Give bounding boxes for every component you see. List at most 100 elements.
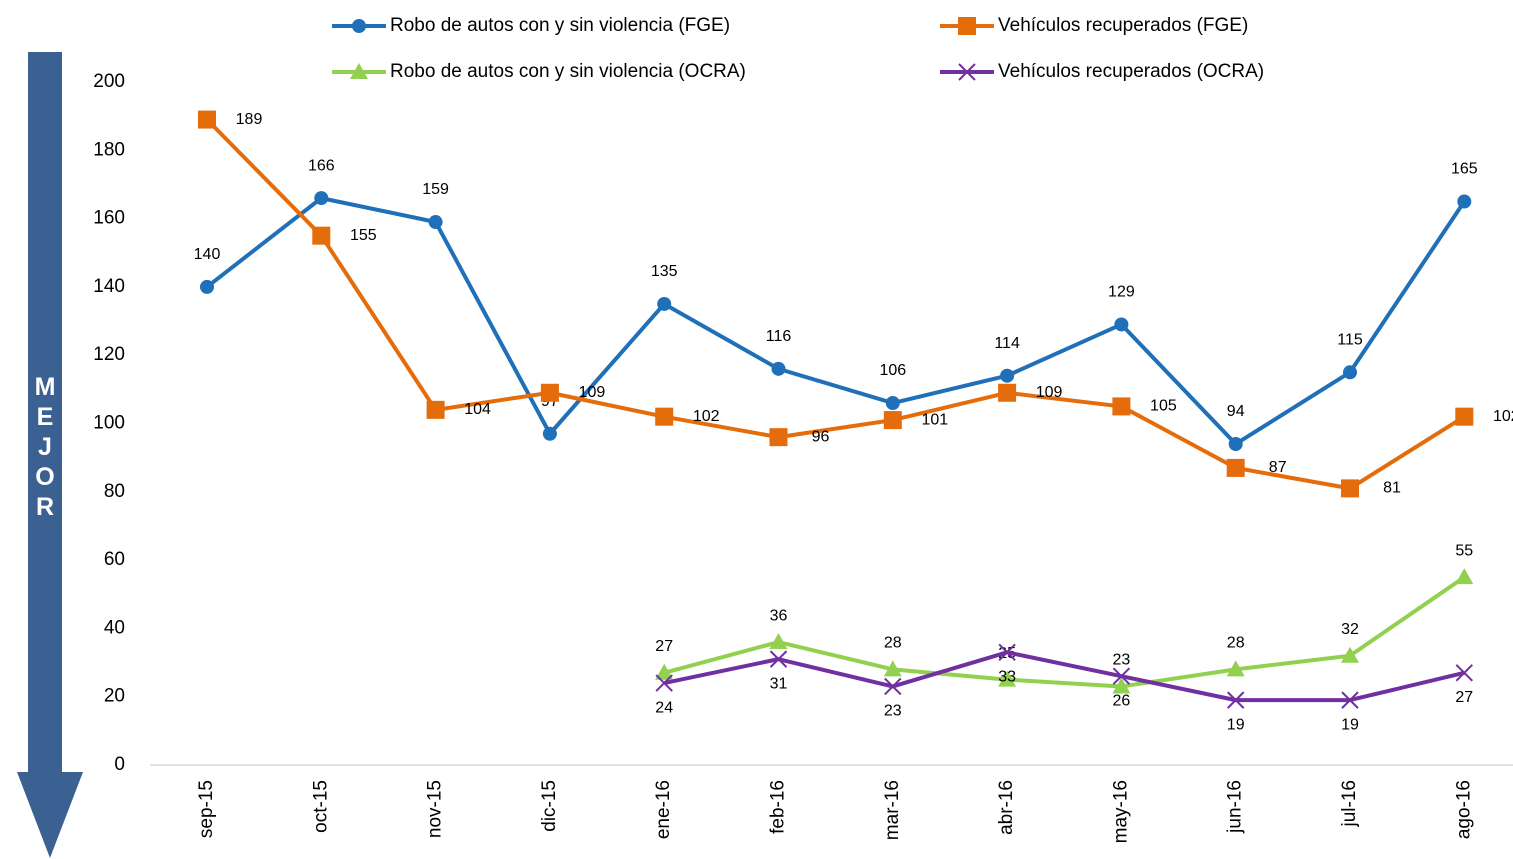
data-label: 28 [1227,635,1245,652]
x-tick-label: dic-15 [539,780,560,832]
marker [885,396,900,411]
data-label: 19 [1341,716,1359,733]
data-label: 94 [1227,403,1245,420]
marker [1343,365,1357,380]
marker [198,110,216,129]
data-label: 165 [1451,161,1478,178]
data-label: 102 [693,408,720,425]
marker [1341,691,1359,709]
marker [1455,407,1474,426]
marker [1455,568,1474,585]
x-tick-label: ago-16 [1453,780,1474,839]
marker [655,663,674,680]
marker [1112,677,1131,694]
marker [428,215,443,230]
data-label: 27 [1455,689,1473,706]
y-tick-label: 120 [93,344,125,365]
marker [769,633,788,650]
x-tick-label: nov-15 [425,780,446,838]
marker [958,17,976,35]
y-tick-label: 140 [93,276,125,297]
marker [312,226,331,245]
data-label: 19 [1227,716,1245,733]
x-tick-label: abr-16 [996,780,1017,835]
data-label: 109 [579,384,606,401]
data-label: 24 [655,699,673,716]
y-tick-label: 160 [93,208,125,229]
data-label: 81 [1383,480,1401,497]
data-label: 28 [884,635,902,652]
marker [998,670,1017,687]
marker [1341,479,1359,498]
x-tick-label: mar-16 [882,780,903,840]
series-line [205,118,1466,491]
data-label: 36 [770,607,788,624]
series-line [663,575,1466,689]
data-label: 27 [655,638,673,655]
data-label: 32 [1341,621,1359,638]
marker [769,650,788,668]
data-label: 105 [1150,398,1177,415]
marker [771,361,786,376]
marker [350,63,368,79]
marker [884,677,902,696]
marker [1457,194,1472,209]
marker [769,428,788,447]
data-label: 101 [921,411,948,428]
marker [1226,660,1245,677]
data-label: 104 [464,401,491,418]
marker [352,19,366,33]
data-label: 102 [1493,408,1513,425]
data-label: 33 [998,669,1016,686]
data-label: 23 [884,703,902,720]
data-label: 87 [1269,459,1287,476]
y-tick-label: 40 [104,617,125,638]
data-label: 55 [1455,542,1473,559]
legend-label: Vehículos recuperados (OCRA) [998,61,1264,82]
data-label: 155 [350,227,377,244]
data-label: 135 [651,263,678,280]
data-label: 106 [879,362,906,379]
y-tick-label: 60 [104,549,125,570]
x-tick-label: sep-15 [196,780,217,838]
legend-label: Robo de autos con y sin violencia (OCRA) [390,61,746,82]
data-label: 109 [1036,384,1063,401]
y-tick-label: 100 [93,413,125,434]
marker [998,643,1016,662]
data-label: 26 [1113,692,1131,709]
data-label: 96 [812,428,830,445]
x-tick-label: oct-15 [310,780,331,833]
marker [314,191,329,206]
marker [1226,458,1245,477]
arrow-shaft [28,52,62,774]
marker [1226,691,1245,709]
marker [1341,646,1359,663]
legend-label: Robo de autos con y sin violencia (FGE) [390,15,730,36]
marker [998,383,1017,402]
marker [1228,436,1243,451]
y-tick-label: 180 [93,139,125,160]
x-tick-label: feb-16 [768,780,789,834]
x-tick-label: jul-16 [1339,780,1360,827]
marker [200,279,214,294]
marker [1455,664,1474,682]
series-line [205,196,1466,446]
marker [426,400,445,419]
data-label: 166 [308,157,335,174]
y-tick-label: 0 [114,754,125,775]
legend-label: Vehículos recuperados (FGE) [998,15,1248,36]
marker [540,383,559,402]
series-line [663,650,1465,703]
y-tick-label: 200 [93,71,125,92]
data-label: 189 [236,111,263,128]
x-tick-label: jun-16 [1225,780,1246,834]
y-tick-label: 20 [104,686,125,707]
data-label: 31 [770,675,788,692]
marker [1114,317,1129,332]
data-label: 23 [1113,652,1131,669]
marker [542,426,557,441]
data-label: 159 [422,181,449,198]
data-label: 116 [766,328,792,345]
marker [655,674,673,692]
